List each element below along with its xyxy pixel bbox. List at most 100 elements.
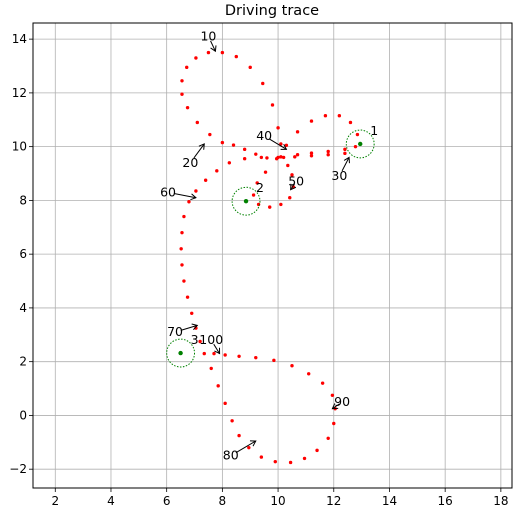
annotation-arrow — [180, 324, 198, 331]
trace-point — [190, 311, 194, 315]
trace-point — [286, 163, 290, 168]
trace-point — [185, 105, 190, 110]
trace-point — [337, 114, 342, 118]
annotation-label: 50 — [288, 174, 304, 189]
y-tick-label: 8 — [19, 193, 27, 207]
waypoint-radius — [345, 129, 375, 159]
trace-point — [180, 79, 184, 83]
y-tick-label: 2 — [19, 355, 27, 369]
x-tick-label: 12 — [326, 494, 341, 508]
trace-point — [237, 433, 241, 438]
x-axis: 2 4 6 8 10 12 14 16 18 — [51, 488, 509, 508]
waypoint-radius — [231, 186, 261, 216]
annotation-arrowhead — [191, 323, 199, 331]
waypoint-marker — [178, 350, 183, 356]
trace-point — [330, 393, 335, 397]
trace-point — [259, 155, 264, 160]
annotation-label: 80 — [223, 448, 239, 463]
trace-point — [302, 456, 307, 461]
annotation-arrowhead — [249, 440, 257, 447]
trace-point — [254, 152, 258, 156]
x-tick-label: 18 — [493, 494, 508, 508]
annotation-arrow — [332, 403, 340, 410]
annotation-arrow — [269, 138, 287, 150]
trace-point — [309, 119, 314, 123]
trace-point — [293, 155, 297, 159]
trace-point — [309, 151, 314, 155]
trace-point — [206, 50, 211, 55]
trace-point — [355, 132, 360, 137]
x-tick-label: 8 — [219, 494, 227, 508]
annotation-arrowhead — [210, 45, 217, 53]
trace-point — [261, 81, 265, 86]
annotation-label: 20 — [182, 155, 198, 170]
annotation-arrowhead — [190, 193, 197, 201]
annotation-arrow — [213, 343, 221, 354]
trace-point — [220, 140, 225, 145]
annotation-label: 70 — [167, 324, 183, 339]
annotation-arrowhead — [198, 143, 205, 150]
trace-point — [259, 455, 264, 459]
annotation-arrow — [193, 143, 205, 159]
trace-point — [295, 153, 300, 157]
annotation-label: 40 — [256, 128, 272, 143]
trace-point — [323, 114, 328, 118]
trace-point — [284, 143, 289, 147]
trace-point — [180, 92, 184, 96]
trace-point — [279, 142, 283, 146]
plot-frame — [32, 22, 513, 489]
waypoint-marker — [358, 141, 363, 147]
x-tick-label: 6 — [163, 494, 171, 508]
trace-point — [290, 173, 294, 177]
trace-point — [194, 189, 198, 193]
x-tick-label: 10 — [270, 494, 285, 508]
annotation-arrowhead — [331, 403, 339, 410]
trace-point — [209, 366, 213, 371]
trace-point — [247, 445, 251, 450]
trace-point — [223, 353, 227, 357]
annotation-label: 90 — [334, 394, 350, 409]
trace-point — [343, 151, 347, 156]
annotation-label: 30 — [331, 168, 347, 183]
trace-point — [185, 295, 190, 299]
trace-point — [198, 339, 202, 344]
y-axis: −2 0 2 4 6 8 10 12 14 — [9, 32, 33, 476]
trace-point — [348, 120, 353, 125]
trace-point — [194, 56, 198, 60]
annotation-label: 100 — [199, 332, 223, 347]
y-tick-label: 10 — [12, 140, 27, 154]
trace-point — [268, 205, 272, 209]
trace-point — [237, 354, 241, 358]
trace-point — [187, 200, 191, 204]
trace-point — [255, 181, 259, 185]
trace-point — [223, 401, 227, 406]
trace-point — [231, 143, 236, 147]
annotation-label: 10 — [200, 28, 216, 43]
trace-point — [273, 459, 277, 464]
trace-point — [234, 54, 238, 59]
trace-point — [326, 436, 330, 440]
trace-point — [263, 170, 268, 174]
trace-point — [216, 384, 220, 388]
chart-title: Driving trace — [225, 3, 319, 19]
x-tick-label: 14 — [382, 494, 397, 508]
trace-point — [276, 126, 280, 130]
annotation-arrow — [210, 40, 216, 52]
trace-point — [230, 419, 234, 423]
trace-point — [215, 169, 219, 173]
trace-point — [208, 132, 212, 137]
waypoint-label: 3 — [191, 332, 199, 347]
y-tick-label: 6 — [19, 247, 27, 261]
annotation-arrowhead — [280, 143, 288, 150]
annotation-arrow — [235, 440, 257, 454]
waypoint-label: 1 — [370, 123, 378, 138]
trace-point — [251, 193, 256, 197]
trace-point — [203, 178, 208, 182]
annotations: 10 20 30 40 50 60 70 80 90 100 — [160, 28, 350, 462]
trace-point — [242, 157, 247, 161]
y-tick-label: 4 — [19, 301, 27, 315]
trace-point — [279, 202, 283, 207]
trace-point — [180, 263, 184, 267]
trace-point — [307, 372, 311, 376]
